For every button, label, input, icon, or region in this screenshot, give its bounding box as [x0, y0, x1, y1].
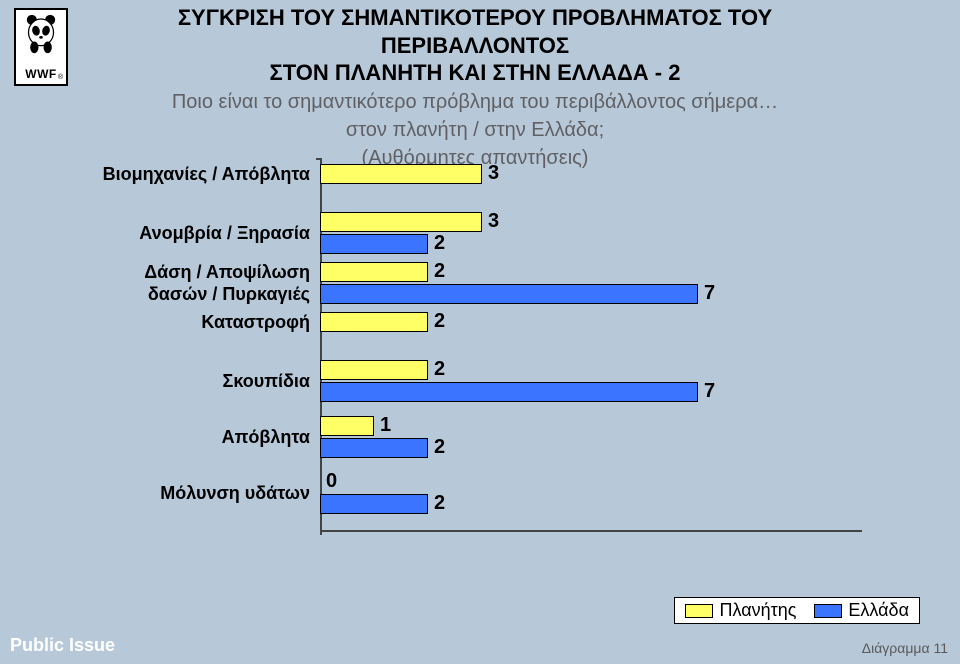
category-label: Ανομβρία / Ξηρασία [90, 222, 310, 244]
legend-swatch [685, 604, 713, 618]
category-label: Δάση / Αποψίλωση δασών / Πυρκαγιές [90, 261, 310, 305]
legend-swatch [814, 604, 842, 618]
category-label: Μόλυνση υδάτων [90, 482, 310, 504]
axis-tick [316, 158, 320, 160]
registered-mark: ® [58, 74, 63, 81]
value-label-planet: 2 [434, 358, 445, 381]
bar-greece [320, 234, 428, 254]
value-label-greece: 7 [704, 380, 715, 403]
title-line-1: ΣΥΓΚΡΙΣΗ ΤΟΥ ΣΗΜΑΝΤΙΚΟΤΕΡΟΥ ΠΡΟΒΛΗΜΑΤΟΣ … [85, 4, 865, 59]
value-label-planet: 3 [488, 162, 499, 185]
category-label: Σκουπίδια [90, 370, 310, 392]
subtitle-line-1: Ποιο είναι το σημαντικότερο πρόβλημα του… [85, 89, 865, 115]
value-label-planet: 2 [434, 310, 445, 333]
subtitle-line-2: στον πλανήτη / στην Ελλάδα; [85, 117, 865, 143]
slide: WWF ® ΣΥΓΚΡΙΣΗ ΤΟΥ ΣΗΜΑΝΤΙΚΟΤΕΡΟΥ ΠΡΟΒΛΗ… [0, 0, 960, 664]
bar-greece [320, 284, 698, 304]
value-label-planet: 2 [434, 260, 445, 283]
value-label-greece: 2 [434, 436, 445, 459]
legend-label: Πλανήτης [719, 600, 796, 621]
title-line-2: ΣΤΟΝ ΠΛΑΝΗΤΗ ΚΑΙ ΣΤΗΝ ΕΛΛΑΔΑ - 2 [85, 59, 865, 87]
category-label: Βιομηχανίες / Απόβλητα [90, 163, 310, 185]
value-label-planet: 3 [488, 210, 499, 233]
bar-greece [320, 382, 698, 402]
x-axis [320, 530, 862, 532]
bar-greece [320, 438, 428, 458]
legend: Πλανήτης Ελλάδα [674, 597, 920, 624]
value-label-planet: 1 [380, 414, 391, 437]
title-block: ΣΥΓΚΡΙΣΗ ΤΟΥ ΣΗΜΑΝΤΙΚΟΤΕΡΟΥ ΠΡΟΒΛΗΜΑΤΟΣ … [85, 4, 865, 171]
value-label-greece: 7 [704, 282, 715, 305]
bar-planet [320, 416, 374, 436]
wwf-logo: WWF ® [14, 8, 68, 86]
value-label-greece: 2 [434, 232, 445, 255]
footer-left: Public Issue [10, 635, 115, 656]
bar-planet [320, 164, 482, 184]
value-label-greece: 2 [434, 492, 445, 515]
legend-label: Ελλάδα [848, 600, 909, 621]
category-label: Καταστροφή [90, 311, 310, 333]
bar-planet [320, 360, 428, 380]
bar-planet [320, 212, 482, 232]
bar-planet [320, 262, 428, 282]
bar-greece [320, 494, 428, 514]
chart-area: Βιομηχανίες / Απόβλητα3Ανομβρία / Ξηρασί… [100, 158, 870, 638]
wwf-text: WWF [25, 67, 56, 81]
legend-item: Πλανήτης [685, 600, 796, 621]
footer-right: Διάγραμμα 11 [862, 640, 948, 656]
legend-item: Ελλάδα [814, 600, 909, 621]
axis-tick [320, 530, 322, 535]
value-label-planet: 0 [326, 470, 337, 493]
bar-planet [320, 312, 428, 332]
panda-icon [24, 14, 58, 54]
category-label: Απόβλητα [90, 426, 310, 448]
